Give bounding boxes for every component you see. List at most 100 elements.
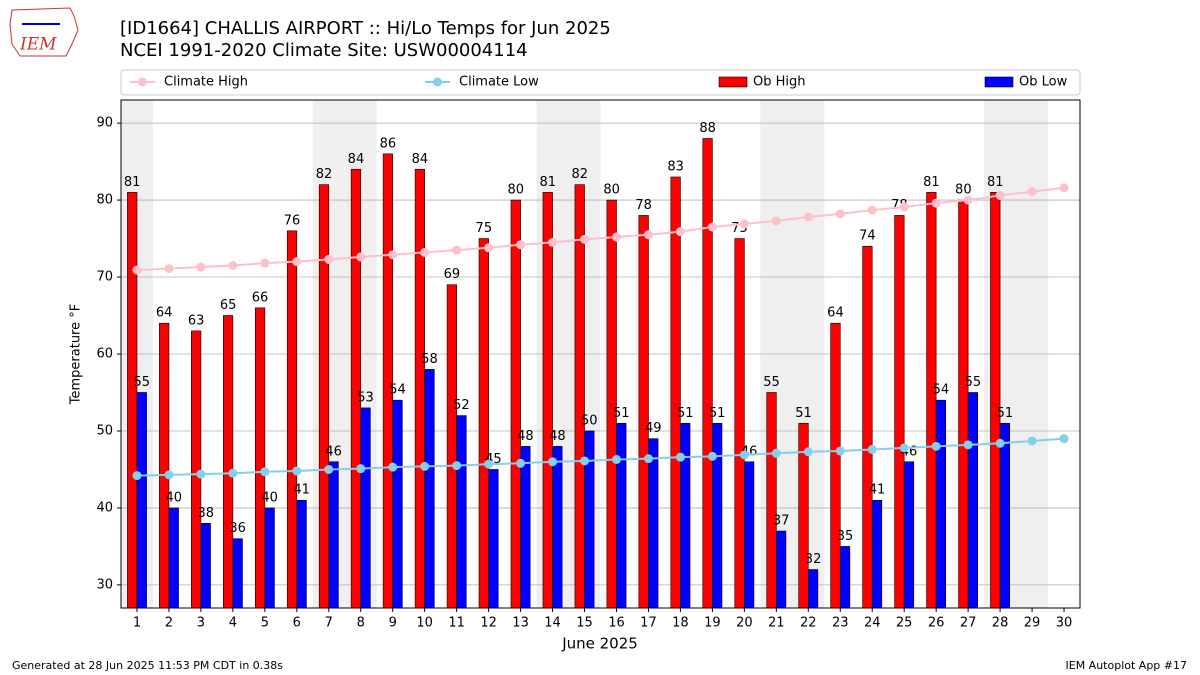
- y-tick-label: 60: [96, 347, 113, 362]
- data-label: 35: [837, 529, 854, 544]
- x-tick-label: 17: [640, 616, 657, 631]
- legend-swatch: [984, 76, 1014, 88]
- line-marker: [292, 257, 302, 267]
- y-axis-label: Temperature °F: [69, 304, 84, 405]
- data-label: 81: [124, 175, 141, 190]
- data-label: 54: [389, 383, 406, 398]
- y-tick-label: 80: [96, 193, 113, 208]
- x-tick-label: 4: [229, 616, 237, 631]
- bar: [702, 138, 713, 609]
- line-marker: [484, 459, 494, 469]
- line-marker: [803, 212, 813, 222]
- chart-title: [ID1664] CHALLIS AIRPORT :: Hi/Lo Temps …: [120, 18, 611, 39]
- line-marker: [132, 265, 142, 275]
- legend-marker: [433, 77, 442, 87]
- data-label: 84: [412, 152, 429, 167]
- x-tick-label: 2: [165, 616, 173, 631]
- x-tick-label: 5: [261, 616, 269, 631]
- line-marker: [324, 254, 334, 264]
- line-marker: [707, 451, 717, 461]
- bar: [744, 461, 755, 609]
- bar: [191, 330, 202, 609]
- data-label: 88: [699, 121, 716, 136]
- bar: [552, 446, 563, 609]
- line-marker: [643, 454, 653, 464]
- data-label: 55: [134, 375, 151, 390]
- legend-label: Ob High: [753, 75, 806, 90]
- line-marker: [803, 447, 813, 457]
- bar: [456, 415, 467, 609]
- bar: [776, 530, 787, 609]
- line-marker: [707, 222, 717, 232]
- bar: [264, 507, 275, 609]
- x-tick-label: 1: [133, 616, 141, 631]
- bar: [807, 569, 819, 609]
- data-label: 82: [316, 167, 333, 182]
- data-label: 46: [325, 444, 342, 459]
- line-marker: [1059, 434, 1069, 444]
- bar: [606, 199, 617, 609]
- line-marker: [835, 209, 845, 219]
- logo-outline: [9, 7, 79, 57]
- x-tick-label: 7: [325, 616, 333, 631]
- x-tick-label: 15: [576, 616, 593, 631]
- x-tick-label: 23: [832, 616, 849, 631]
- data-label: 32: [805, 552, 822, 567]
- x-tick-label: 18: [672, 616, 689, 631]
- x-tick-label: 24: [864, 616, 881, 631]
- x-tick-label: 14: [544, 616, 561, 631]
- y-tick-label: 70: [96, 270, 113, 285]
- data-label: 80: [508, 183, 525, 198]
- line-marker: [324, 464, 334, 474]
- line-marker: [963, 440, 973, 450]
- data-label: 84: [348, 152, 365, 167]
- y-tick-label: 90: [96, 116, 113, 131]
- y-tick-label: 50: [96, 423, 113, 438]
- data-label: 78: [635, 198, 652, 213]
- data-label: 54: [933, 383, 950, 398]
- footer-left: Generated at 28 Jun 2025 11:53 PM CDT in…: [12, 659, 283, 672]
- line-marker: [388, 250, 398, 260]
- line-marker: [292, 466, 302, 476]
- logo-text: IEM: [19, 35, 57, 55]
- y-tick-label: 40: [96, 500, 113, 515]
- data-label: 51: [709, 406, 726, 421]
- plot-frame: [120, 99, 1081, 609]
- line-marker: [580, 234, 590, 244]
- line-marker: [164, 264, 174, 274]
- x-tick-label: 16: [608, 616, 625, 631]
- bar: [766, 392, 777, 609]
- line-marker: [452, 245, 462, 255]
- line-marker: [420, 461, 430, 471]
- y-tick-label: 30: [96, 577, 113, 592]
- data-label: 75: [476, 221, 493, 236]
- bar: [542, 192, 553, 609]
- data-label: 64: [156, 306, 173, 321]
- bar: [159, 322, 170, 609]
- data-label: 50: [581, 413, 598, 428]
- line-marker: [356, 464, 366, 474]
- bar: [414, 168, 425, 609]
- bar: [318, 184, 330, 609]
- x-tick-label: 22: [800, 616, 817, 631]
- line-marker: [164, 470, 174, 480]
- line-marker: [899, 202, 909, 212]
- data-label: 37: [773, 514, 790, 529]
- line-marker: [516, 458, 526, 468]
- bar: [830, 322, 841, 609]
- line-marker: [835, 446, 845, 456]
- line-marker: [260, 467, 270, 477]
- data-label: 64: [827, 306, 844, 321]
- bar: [670, 176, 681, 609]
- data-label: 51: [613, 406, 630, 421]
- line-marker: [516, 240, 526, 250]
- bar: [350, 168, 362, 609]
- x-tick-label: 28: [992, 616, 1009, 631]
- line-marker: [675, 452, 685, 462]
- x-tick-label: 19: [704, 616, 721, 631]
- x-tick-label: 20: [736, 616, 753, 631]
- bar: [871, 499, 883, 609]
- data-label: 51: [997, 406, 1014, 421]
- data-label: 83: [667, 159, 684, 174]
- data-label: 80: [603, 183, 620, 198]
